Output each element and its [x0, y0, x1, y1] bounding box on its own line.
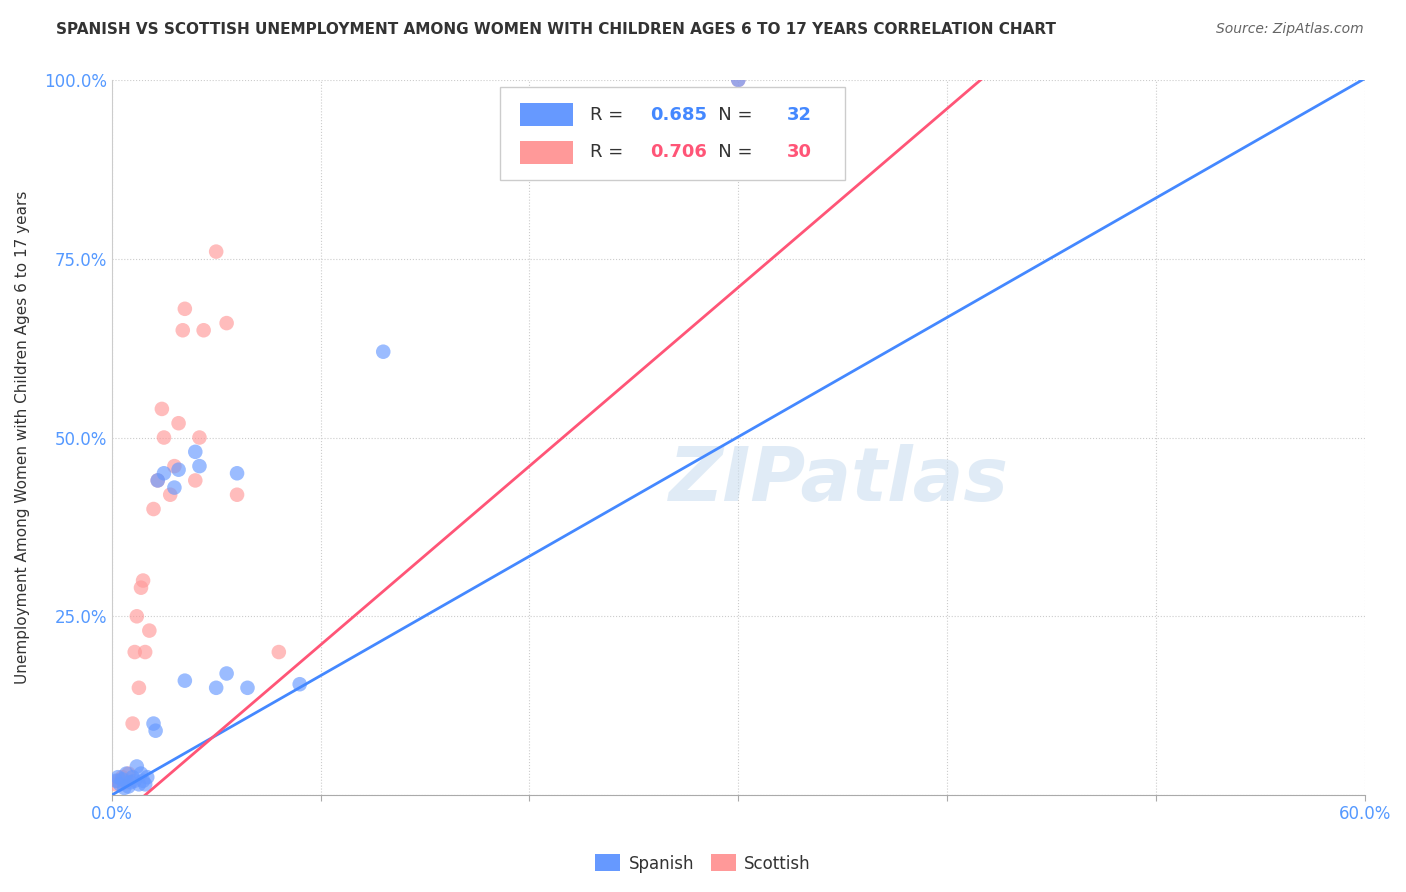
FancyBboxPatch shape [520, 141, 572, 164]
Text: 32: 32 [787, 106, 813, 124]
Point [124, 773, 146, 788]
Point [134, 777, 156, 791]
Text: N =: N = [700, 106, 758, 124]
Point [117, 780, 139, 794]
Point [205, 681, 228, 695]
Point [115, 766, 138, 780]
Text: R =: R = [591, 144, 630, 161]
Point [205, 244, 228, 259]
Point [107, 773, 129, 788]
Point [163, 459, 186, 474]
Point [153, 430, 176, 444]
Point [146, 474, 169, 488]
Point [167, 463, 190, 477]
Point [288, 677, 311, 691]
Point [121, 716, 143, 731]
Point [117, 766, 139, 780]
Point [104, 773, 127, 788]
Point [111, 770, 134, 784]
Point [145, 723, 167, 738]
Point [125, 759, 148, 773]
Point [188, 459, 211, 474]
Point [142, 716, 165, 731]
Point [226, 488, 249, 502]
Point [136, 770, 159, 784]
Point [111, 772, 134, 787]
Point [142, 502, 165, 516]
Text: ZIPatlas: ZIPatlas [668, 444, 1008, 517]
Point [107, 770, 129, 784]
Point [727, 73, 749, 87]
Point [132, 574, 155, 588]
Point [226, 467, 249, 481]
Y-axis label: Unemployment Among Women with Children Ages 6 to 17 years: Unemployment Among Women with Children A… [15, 191, 30, 684]
Point [184, 445, 207, 459]
Point [112, 780, 135, 795]
Legend: Spanish, Scottish: Spanish, Scottish [589, 847, 817, 880]
Point [172, 323, 194, 337]
Text: Source: ZipAtlas.com: Source: ZipAtlas.com [1216, 22, 1364, 37]
Point [128, 681, 150, 695]
Point [120, 775, 142, 789]
Point [125, 609, 148, 624]
Point [132, 773, 155, 788]
Point [159, 488, 181, 502]
Point [108, 777, 131, 791]
Point [173, 673, 195, 688]
Point [373, 344, 395, 359]
Point [129, 581, 152, 595]
FancyBboxPatch shape [501, 87, 845, 180]
Point [188, 430, 211, 444]
Text: 30: 30 [787, 144, 813, 161]
Point [167, 416, 190, 430]
Point [128, 777, 150, 791]
Point [153, 467, 176, 481]
Text: 0.685: 0.685 [651, 106, 707, 124]
Point [193, 323, 215, 337]
Point [173, 301, 195, 316]
Point [184, 474, 207, 488]
Text: 0.706: 0.706 [651, 144, 707, 161]
Point [215, 316, 238, 330]
Point [124, 645, 146, 659]
Point [267, 645, 290, 659]
Text: SPANISH VS SCOTTISH UNEMPLOYMENT AMONG WOMEN WITH CHILDREN AGES 6 TO 17 YEARS CO: SPANISH VS SCOTTISH UNEMPLOYMENT AMONG W… [56, 22, 1056, 37]
Text: N =: N = [700, 144, 758, 161]
Point [134, 645, 156, 659]
Text: R =: R = [591, 106, 630, 124]
Point [138, 624, 160, 638]
Point [727, 73, 749, 87]
Point [236, 681, 259, 695]
Point [163, 481, 186, 495]
Point [215, 666, 238, 681]
FancyBboxPatch shape [520, 103, 572, 126]
Point [146, 474, 169, 488]
Point [115, 775, 138, 789]
Point [150, 401, 173, 416]
Point [121, 770, 143, 784]
Point [129, 766, 152, 780]
Point [104, 777, 127, 791]
